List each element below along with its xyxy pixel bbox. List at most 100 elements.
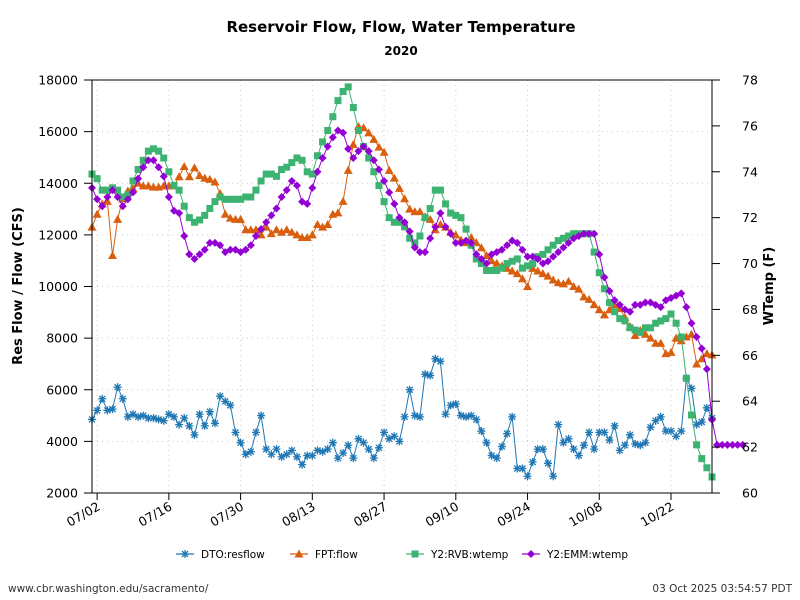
data-point: [231, 195, 239, 203]
data-point: [298, 460, 307, 469]
data-point: [369, 156, 378, 165]
y-axis-left: 2000 4000 6000 8000 10000 12000 14000 16000 1800…: [38, 73, 92, 501]
data-point: [226, 245, 235, 254]
data-point: [118, 394, 127, 403]
data-point: [589, 300, 599, 309]
data-point: [518, 245, 527, 254]
data-point: [702, 403, 711, 412]
x-tick-label: 07/16: [136, 499, 175, 530]
data-point: [165, 168, 173, 176]
data-point: [354, 147, 363, 156]
data-point: [497, 245, 506, 254]
y2-tick-label: 74: [742, 164, 758, 179]
data-point: [282, 450, 291, 459]
data-point: [682, 374, 690, 382]
data-point: [426, 204, 434, 212]
data-point: [365, 154, 373, 162]
data-point: [436, 357, 445, 366]
y2-tick-label: 64: [742, 394, 758, 409]
data-point: [179, 161, 189, 170]
data-point: [318, 447, 327, 456]
data-point: [380, 176, 389, 185]
data-point: [216, 193, 224, 201]
data-point: [626, 430, 635, 439]
data-point: [687, 329, 697, 338]
data-point: [529, 260, 537, 268]
data-point: [554, 420, 563, 429]
data-point: [584, 294, 594, 303]
data-point: [236, 438, 245, 447]
data-point: [667, 427, 676, 436]
y2-tick-label: 70: [742, 256, 758, 271]
data-point: [220, 209, 230, 218]
data-point: [692, 359, 702, 368]
data-point: [543, 271, 553, 280]
data-point: [553, 278, 563, 287]
data-point: [533, 254, 542, 263]
series-y2-emm-wtemp: [88, 126, 747, 449]
data-point: [493, 266, 501, 274]
data-point: [517, 274, 527, 283]
data-point: [190, 430, 199, 439]
data-point: [319, 138, 327, 146]
data-point: [205, 407, 214, 416]
data-point: [287, 176, 296, 185]
data-point: [457, 214, 465, 222]
data-point: [626, 324, 634, 332]
data-point: [175, 420, 184, 429]
chart-subtitle: 2020: [384, 44, 417, 58]
data-point: [442, 200, 450, 208]
data-point: [718, 440, 727, 449]
data-point: [134, 412, 143, 421]
data-point: [267, 211, 276, 220]
data-point: [405, 204, 415, 213]
data-point: [697, 418, 706, 427]
x-tick-label: 09/24: [494, 499, 533, 530]
y2-tick-label: 68: [742, 302, 758, 317]
y-tick-label: 10000: [38, 279, 78, 294]
data-point: [544, 459, 553, 468]
data-point: [272, 445, 281, 454]
data-point: [482, 438, 491, 447]
x-tick-label: 08/27: [351, 499, 390, 530]
data-point: [508, 412, 517, 421]
data-point: [554, 248, 563, 257]
data-point: [682, 303, 691, 312]
data-point: [282, 186, 291, 195]
data-point: [154, 163, 163, 172]
data-point: [369, 134, 379, 143]
data-point: [677, 333, 685, 341]
data-point: [328, 133, 337, 142]
y-tick-label: 4000: [46, 434, 78, 449]
data-point: [318, 222, 328, 231]
y2-tick-label: 72: [742, 210, 758, 225]
data-point: [307, 230, 317, 239]
y2-tick-label: 60: [742, 486, 758, 501]
data-point: [666, 347, 676, 356]
data-point: [216, 392, 225, 401]
data-point: [703, 464, 711, 472]
data-point: [410, 243, 419, 252]
data-point: [426, 234, 435, 243]
data-point: [385, 434, 394, 443]
data-point: [200, 173, 210, 182]
data-point: [190, 218, 198, 226]
data-point: [257, 411, 266, 420]
footer-url[interactable]: www.cbr.washington.edu/sacramento/: [8, 583, 209, 595]
data-point: [389, 173, 399, 182]
legend-item: FPT:flow: [290, 549, 358, 561]
legend-item: Y2:EMM:wtemp: [522, 549, 628, 561]
data-point: [657, 317, 665, 325]
series-fpt-flow: [87, 121, 717, 368]
data-point: [672, 432, 681, 441]
data-point: [656, 338, 666, 347]
data-point: [374, 142, 384, 151]
data-point: [374, 165, 383, 174]
data-point: [390, 432, 399, 441]
data-point: [688, 411, 696, 419]
data-point: [303, 451, 312, 460]
data-point: [395, 218, 403, 226]
data-point: [236, 214, 246, 223]
data-point: [395, 213, 404, 222]
legend-item: Y2:RVB:wtemp: [406, 549, 509, 561]
